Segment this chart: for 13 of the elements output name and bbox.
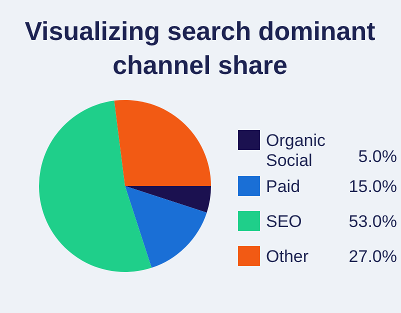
legend-label: SEO [266,212,302,231]
pie-slice [114,100,211,186]
legend-label: Paid [266,177,300,196]
legend-label: Organic Social [266,131,326,170]
pie-slice [125,186,207,268]
data-label: 53.0% [348,212,397,231]
legend-label: Other [266,247,309,266]
pie-slice [125,186,211,213]
data-label: 5.0% [358,147,397,166]
data-label: 27.0% [348,247,397,266]
chart-title: Visualizing search dominant channel share [24,16,376,80]
pie-slice [39,100,152,272]
data-label: 15.0% [348,177,397,196]
